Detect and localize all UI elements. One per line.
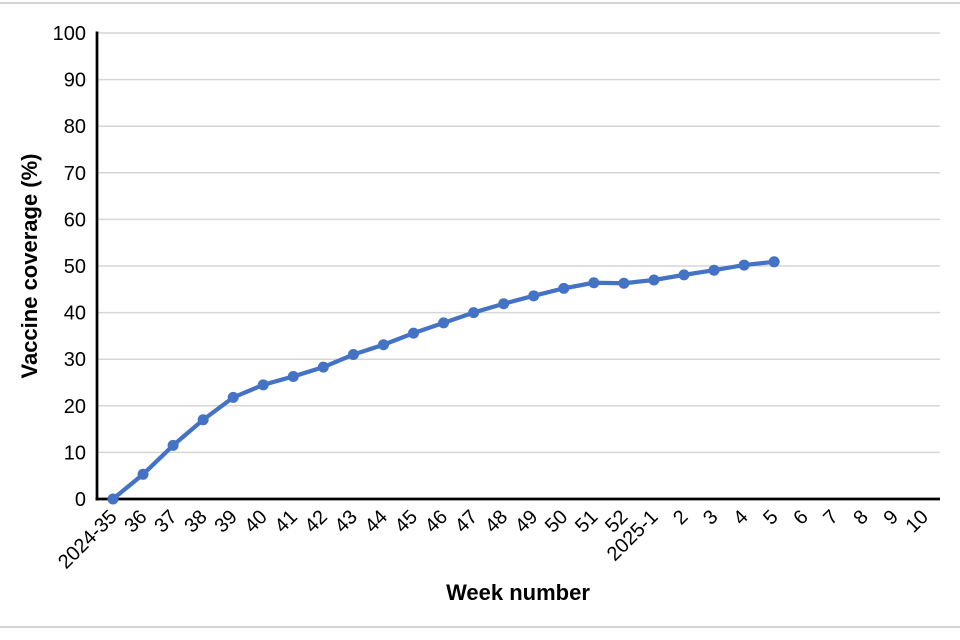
y-tick-label: 30 [64,349,86,371]
data-point [468,307,480,319]
y-tick-label: 80 [64,116,86,138]
x-tick-label: 48 [481,506,512,537]
data-point [317,361,329,373]
data-point [708,264,720,276]
y-tick-label: 0 [75,489,86,511]
page-top-border [0,2,960,4]
x-tick-label: 39 [210,506,241,537]
data-point [107,493,119,505]
x-tick-label: 47 [451,506,482,537]
data-point [227,391,239,403]
data-point [678,269,690,281]
x-tick-label: 8 [849,506,872,529]
data-point [137,468,149,480]
x-tick-label: 46 [421,506,452,537]
data-point [738,259,750,271]
y-tick-label: 10 [64,442,86,464]
data-point [768,256,780,268]
x-tick-label: 42 [301,506,332,537]
x-tick-label: 3 [699,506,722,529]
y-tick-label: 90 [64,70,86,92]
data-point [618,277,630,289]
x-tick-label: 2 [669,506,692,529]
x-tick-label: 41 [271,506,302,537]
y-tick-label: 40 [64,303,86,325]
x-axis-title: Week number [446,580,590,605]
data-point [558,282,570,294]
data-point [167,439,179,451]
y-tick-label: 70 [64,163,86,185]
y-axis-tick-labels: 0 10 20 30 40 50 60 70 80 90 100 [53,23,86,511]
data-point [287,370,299,382]
y-tick-label: 100 [53,23,86,45]
x-tick-label: 37 [150,506,181,537]
x-tick-label: 6 [789,506,812,529]
data-point [408,327,420,339]
data-point [438,317,450,329]
x-axis-tick-labels: 2024-35363738394041424344454647484950515… [54,506,933,573]
data-point [528,290,540,302]
data-point [377,339,389,351]
data-point [197,414,209,426]
x-tick-label: 38 [180,506,211,537]
x-tick-label: 40 [241,506,272,537]
data-point [648,274,660,286]
data-point [588,277,600,289]
x-tick-label: 36 [120,506,151,537]
series-line [110,259,777,502]
data-series [107,256,780,505]
x-tick-label: 44 [361,506,392,537]
data-point [347,349,359,361]
x-tick-label: 51 [571,506,602,537]
x-tick-label: 5 [759,506,782,529]
x-tick-label: 4 [729,506,752,529]
x-tick-label: 45 [391,506,422,537]
x-tick-label: 2024-35 [54,506,121,573]
y-tick-label: 50 [64,256,86,278]
x-tick-label: 50 [541,506,572,537]
gridlines [97,32,940,454]
data-point [257,379,269,391]
x-tick-label: 7 [819,506,842,529]
y-tick-label: 60 [64,209,86,231]
data-point [498,298,510,310]
x-tick-label: 49 [511,506,542,537]
y-axis-title: Vaccine coverage (%) [17,153,42,378]
y-tick-label: 20 [64,396,86,418]
page-bottom-border [0,626,960,628]
x-tick-label: 10 [902,506,933,537]
x-tick-label: 9 [879,506,902,529]
axes [95,31,940,501]
x-tick-label: 43 [331,506,362,537]
